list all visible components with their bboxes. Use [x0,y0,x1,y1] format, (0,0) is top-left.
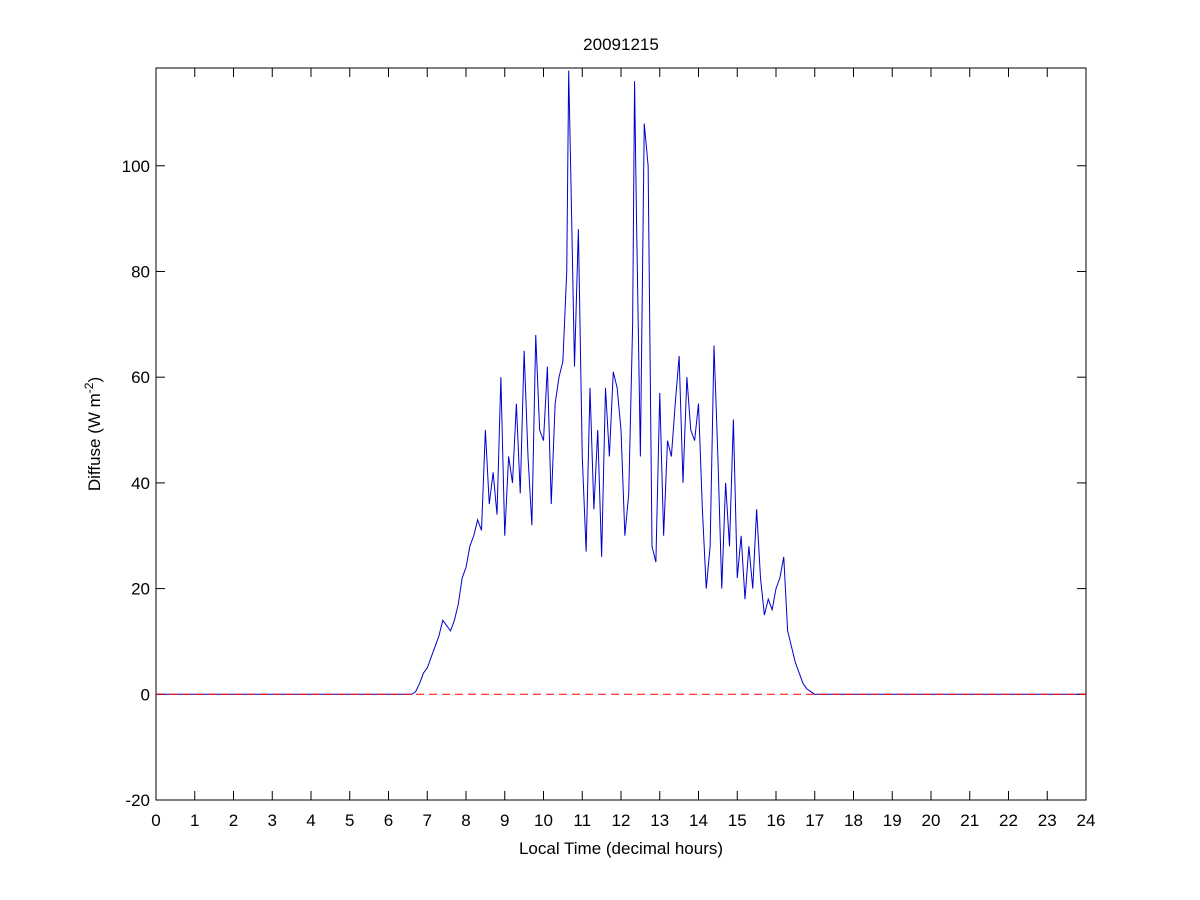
x-tick-label: 0 [151,811,160,830]
x-axis-label: Local Time (decimal hours) [519,839,723,858]
x-tick-label: 14 [689,811,708,830]
y-tick-label: 60 [131,368,150,387]
x-tick-label: 4 [306,811,315,830]
x-tick-label: 22 [999,811,1018,830]
y-label-superscript: -2 [82,382,96,393]
x-tick-label: 1 [190,811,199,830]
x-tick-label: 5 [345,811,354,830]
x-tick-label: 17 [805,811,824,830]
data-line [156,70,1086,695]
x-tick-label: 13 [650,811,669,830]
x-tick-label: 19 [883,811,902,830]
x-tick-label: 15 [728,811,747,830]
y-tick-label: 20 [131,580,150,599]
x-tick-label: 10 [534,811,553,830]
x-tick-label: 23 [1038,811,1057,830]
x-tick-label: 20 [922,811,941,830]
x-tick-label: 21 [960,811,979,830]
y-tick-label: 0 [141,685,150,704]
x-tick-label: 16 [767,811,786,830]
chart-title: 20091215 [583,35,659,54]
x-tick-label: 3 [268,811,277,830]
y-axis-label: Diffuse (W m-2) [82,377,104,491]
y-label-suffix: ) [85,377,104,383]
x-tick-label: 12 [612,811,631,830]
x-tick-label: 11 [573,811,591,830]
y-tick-label: 100 [122,157,150,176]
x-tick-label: 9 [500,811,509,830]
y-tick-label: 80 [131,262,150,281]
x-tick-label: 6 [384,811,393,830]
x-tick-label: 8 [461,811,470,830]
x-tick-label: 7 [423,811,432,830]
x-tick-label: 2 [229,811,238,830]
x-tick-label: 18 [844,811,863,830]
x-tick-label: 24 [1077,811,1096,830]
y-tick-label: 40 [131,474,150,493]
y-tick-label: -20 [125,791,150,810]
y-label-text: Diffuse (W m [85,393,104,491]
